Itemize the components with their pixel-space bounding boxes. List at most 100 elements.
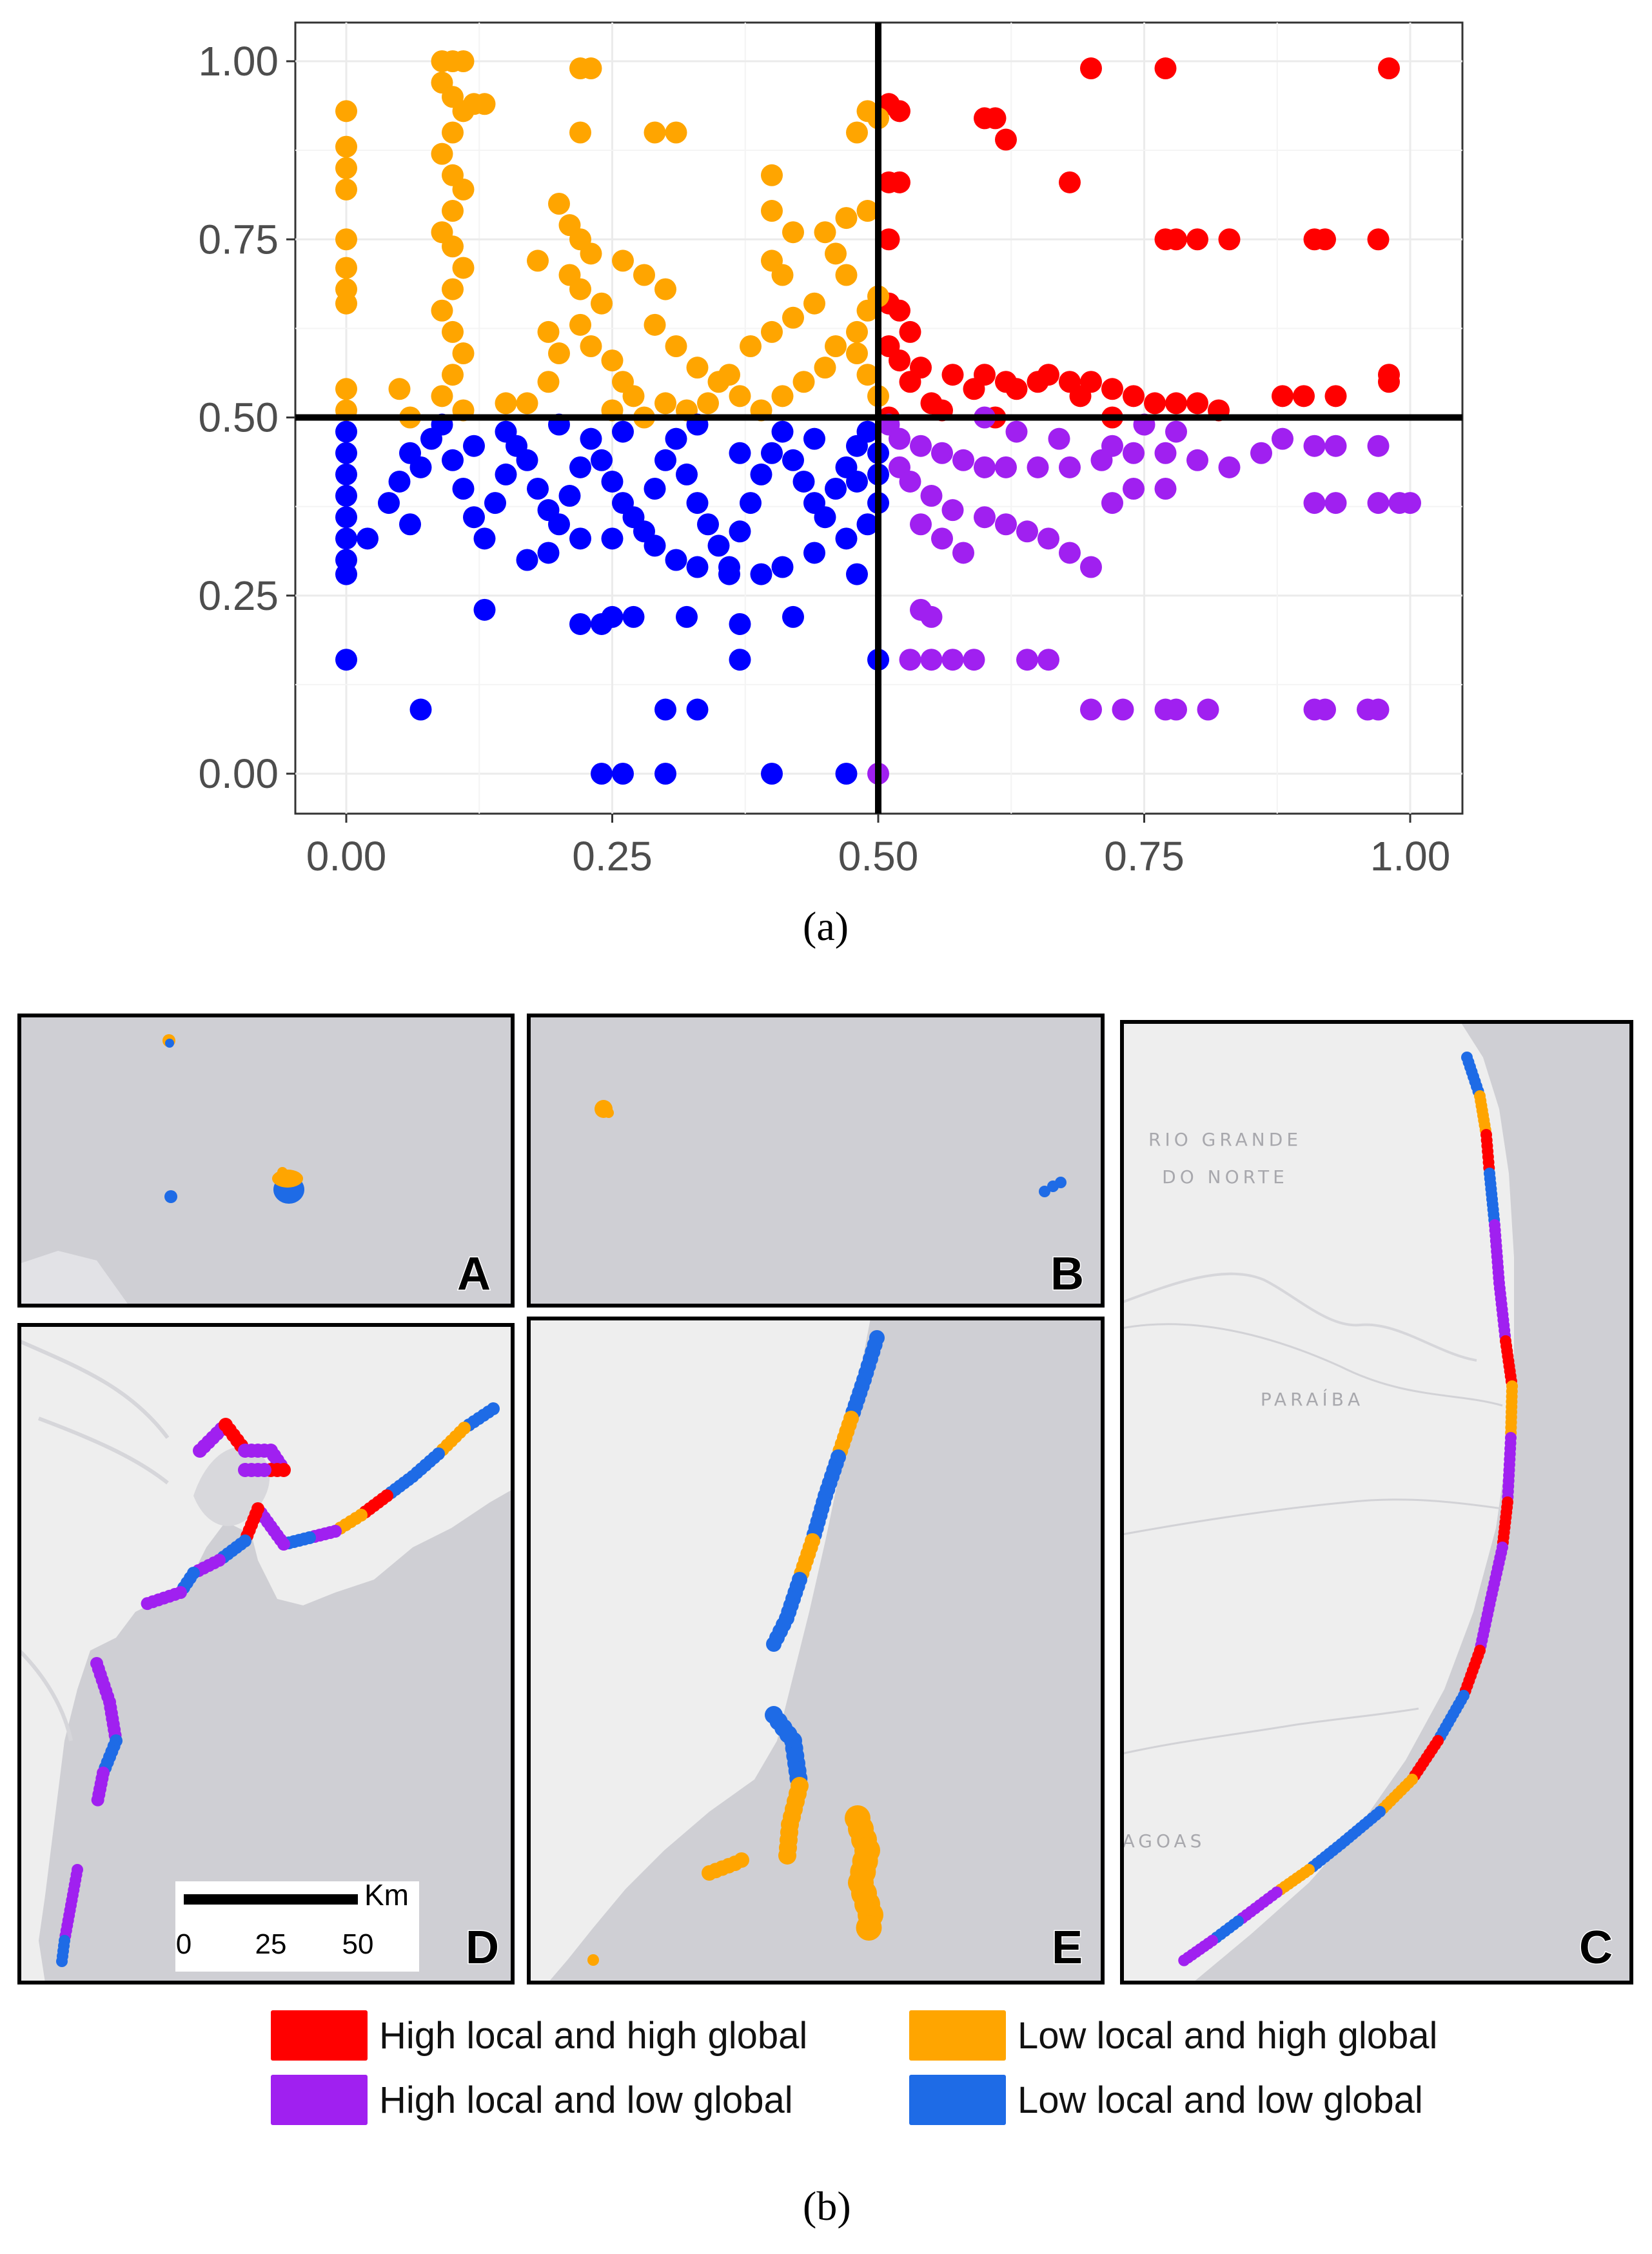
panel-b-sea [529,1015,1103,1306]
scatter-point [644,534,666,557]
scatter-point [1399,492,1421,514]
panel-d-sea [39,1489,513,1983]
y-tick-label: 0.25 [198,573,279,619]
scatter-point [1048,427,1070,450]
panel-e-points [587,1330,885,1966]
scatter-point [452,257,475,279]
scatter-point [740,492,762,514]
scatter-point [1123,385,1145,407]
scatter-point [952,542,974,564]
scatter-point [889,427,910,450]
scatter-point [729,442,751,464]
scatter-point [846,342,868,365]
scatter-point [729,385,751,407]
map-point [164,1190,177,1203]
scatter-point [431,385,453,407]
panel-e-land [529,1318,870,1983]
data-points [335,50,1421,785]
scatter-point [686,492,709,514]
panel-e-label: E [1052,1922,1083,1974]
scatter-point [729,520,751,543]
scatter-point [782,306,804,329]
scatter-point [846,121,868,144]
scatter-point [920,485,943,507]
scatter-point [654,449,676,471]
scatter-point [569,278,591,300]
scatter-point [569,527,591,550]
panel-d-label: D [466,1922,499,1974]
panel-a-points [162,1034,304,1204]
scatter-point [1059,456,1081,478]
scatter-point [1101,492,1123,514]
caption-b: (b) [803,2183,851,2229]
scatter-point [463,506,485,529]
scatter-point [1005,420,1028,443]
panel-d-river [17,1339,170,1741]
scatter-point [1367,435,1390,457]
scatter-point [665,335,687,357]
scale-bar: Km 0 25 50 [175,1878,419,1972]
scatter-point [644,313,666,336]
map-point [238,1463,252,1477]
scatter-point [1027,456,1049,478]
scatter-point [442,364,464,386]
scatter-point [495,392,517,415]
scatter-point [761,763,783,785]
legend-label-high-low: High local and low global [379,2079,793,2121]
scatter-point [846,470,868,493]
scatter-point [335,420,357,443]
x-tick-label: 0.50 [838,833,919,879]
scatter-point [782,221,804,244]
scatter-point [1059,542,1081,564]
scatter-point [1165,392,1187,415]
scatter-point [676,605,698,628]
panel-d-points [56,1402,500,1967]
scatter-point [771,420,794,443]
scatter-point [1165,420,1187,443]
scatter-point [889,100,910,122]
scatter-point [814,221,836,244]
scatter-point [1250,442,1272,464]
scatter-point [431,142,453,165]
map-point [734,1852,749,1868]
scatter-point [803,292,825,315]
scatter-point [601,605,624,628]
scatter-point [601,527,624,550]
scatter-point [612,250,634,272]
y-tick-label: 1.00 [198,38,279,84]
scatter-point [856,513,879,536]
scatter-point [1293,385,1315,407]
scatter-plot: 0.00 0.25 0.50 0.75 1.00 0.00 0.25 0.50 0.75 1.0… [198,21,1464,879]
scatter-point [442,278,464,300]
map-point [272,1170,303,1188]
scatter-point [856,420,879,443]
scatter-point [335,649,357,671]
map-point [1039,1186,1050,1197]
scatter-point [1101,435,1123,457]
scatter-point [335,257,357,279]
scatter-point [495,463,517,485]
map-panel-c: RIO GRANDE DO NORTE PARAÍBA AGOAS C [1120,1020,1633,1984]
scatter-point [910,435,932,457]
scatter-point [548,342,570,365]
scatter-point [718,364,740,386]
scatter-point [527,250,549,272]
scatter-point [803,427,825,450]
scatter-point [995,128,1017,151]
scatter-point [835,207,858,230]
scatter-point [771,385,794,407]
scatter-point [1165,228,1187,251]
scatter-point [1154,442,1177,464]
legend-swatch-low-low [909,2075,1006,2125]
scatter-point [1101,378,1123,400]
legend-swatch-high-low [271,2075,368,2125]
scatter-point [335,157,357,179]
x-tick-label: 0.00 [306,833,387,879]
scatter-point [718,563,740,585]
scatter-point [1314,698,1336,721]
panel-a-sea [19,1015,513,1306]
map-panel-b: B [527,1014,1105,1308]
scatter-point [771,264,794,286]
scatter-point [335,485,357,507]
